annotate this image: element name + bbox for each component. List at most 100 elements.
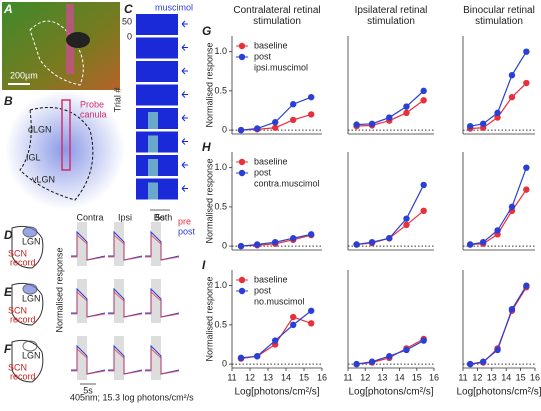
point xyxy=(420,337,427,344)
point xyxy=(479,358,487,365)
x-label: Log[photons/cm²/s] xyxy=(456,387,541,398)
stimulus xyxy=(114,222,124,266)
y-label: Normalised response xyxy=(204,42,214,127)
y-tick-label: 0.5 xyxy=(214,319,227,329)
trace xyxy=(108,287,143,318)
arrow xyxy=(181,161,188,169)
legend-label: post xyxy=(254,285,272,295)
point xyxy=(523,186,530,193)
title-line: Ipsilateral retinal xyxy=(355,5,428,16)
column-label: Ipsi xyxy=(118,212,132,222)
region-label: IGL xyxy=(26,152,41,162)
response xyxy=(148,159,158,176)
rasters xyxy=(136,14,188,200)
x-label: Log[photons/cm²/s] xyxy=(234,387,319,398)
region-label: SCN xyxy=(8,248,27,258)
point xyxy=(368,358,376,365)
legend-label: pre xyxy=(178,216,191,226)
stimulus xyxy=(77,222,87,266)
x-tick-label: 13 xyxy=(377,372,387,382)
y-label: Trial # xyxy=(112,88,122,113)
time-label: 5s xyxy=(155,212,165,222)
point xyxy=(386,114,393,121)
point xyxy=(290,321,297,329)
lgn-outline xyxy=(19,107,94,201)
region-label: LGN xyxy=(22,350,41,360)
legend-label: baseline xyxy=(254,40,288,50)
stimulus xyxy=(114,336,124,380)
legend-label: baseline xyxy=(254,274,288,284)
point xyxy=(308,307,315,314)
region-label: LGN xyxy=(22,236,41,246)
arrow xyxy=(181,20,188,28)
point xyxy=(403,103,410,110)
lgn-region xyxy=(22,283,38,295)
region-label: record xyxy=(10,314,36,324)
y-label: Normalised response xyxy=(204,158,214,243)
point xyxy=(353,121,360,128)
x-tick-label: 11 xyxy=(343,372,352,382)
response xyxy=(148,182,158,200)
point xyxy=(254,353,261,360)
point xyxy=(308,320,315,327)
stimulus xyxy=(77,279,87,323)
arrow xyxy=(181,138,188,145)
title-line: Contralateral retinal xyxy=(233,5,320,16)
y-tick-label: 0.5 xyxy=(214,85,227,95)
y-label: Normalised response xyxy=(204,276,214,361)
stimulus xyxy=(151,222,161,266)
point xyxy=(508,306,516,313)
x-tick-label: 15 xyxy=(299,372,309,382)
point xyxy=(254,241,261,248)
region-label: SCN xyxy=(8,305,27,315)
y-tick-label: 0 xyxy=(222,240,227,250)
trace xyxy=(108,230,143,261)
region-label: LGN xyxy=(22,293,41,303)
x-tick-label: 14 xyxy=(395,372,405,382)
micrograph xyxy=(2,2,120,90)
point xyxy=(272,119,279,126)
region-label: dLGN xyxy=(28,124,52,134)
trace xyxy=(145,230,180,261)
title-line: stimulation xyxy=(253,16,301,27)
legend-note: ipsi.muscimol xyxy=(254,62,308,72)
point xyxy=(467,360,474,368)
point xyxy=(290,313,297,321)
title-line: stimulation xyxy=(367,16,415,27)
panel-letter: D xyxy=(4,228,13,242)
trace xyxy=(71,347,106,375)
point xyxy=(308,111,315,118)
arrow xyxy=(181,44,188,51)
x-tick-label: 14 xyxy=(501,372,511,382)
point xyxy=(420,87,427,95)
scale-label: 200µm xyxy=(10,70,38,80)
x-tick-label: 11 xyxy=(458,372,467,382)
raster xyxy=(136,37,178,59)
stimulus xyxy=(151,279,161,323)
point xyxy=(403,346,410,354)
point xyxy=(403,109,410,117)
probe-label: Probe xyxy=(80,99,104,109)
column-label: Both xyxy=(154,212,173,222)
x-tick-label: 12 xyxy=(245,372,255,382)
point xyxy=(508,72,516,79)
panel-letter: E xyxy=(4,285,13,299)
stimulus-label: 405nm; 15.3 log photons/cm²/s xyxy=(70,392,194,402)
panel-letter: C xyxy=(124,2,133,16)
x-tick-label: 12 xyxy=(472,372,482,382)
arrow xyxy=(181,67,188,75)
legend-note: contra.muscimol xyxy=(254,178,320,188)
panel-letter: G xyxy=(202,24,211,38)
arrow xyxy=(181,185,188,192)
point xyxy=(420,181,427,189)
tick-label: 0 xyxy=(127,31,132,41)
arrow xyxy=(181,91,188,98)
stimulus xyxy=(114,279,124,323)
brain xyxy=(11,339,44,383)
point xyxy=(353,241,360,248)
trace xyxy=(145,287,180,318)
region-label: vLGN xyxy=(32,174,55,184)
time-label: 5s xyxy=(83,385,93,395)
